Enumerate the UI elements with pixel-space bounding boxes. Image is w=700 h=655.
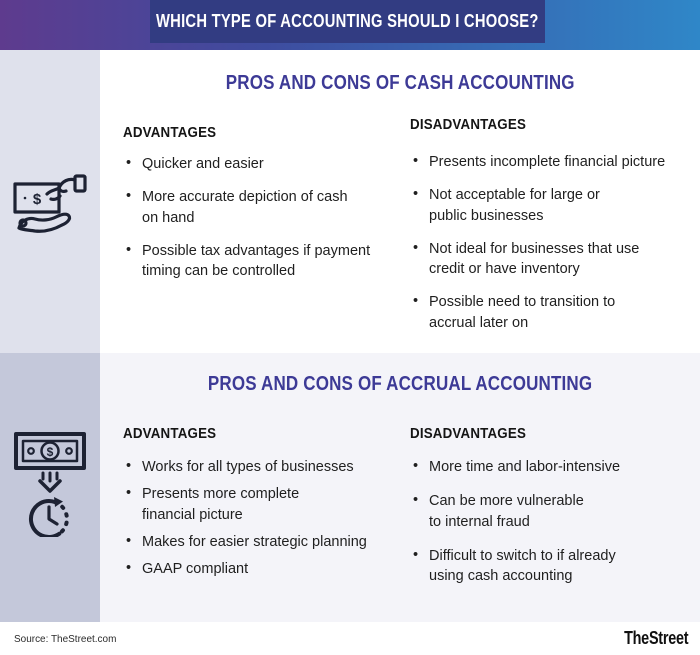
list-item: Quicker and easier xyxy=(123,153,393,174)
list-item: Possible tax advantages if payment timin… xyxy=(123,240,393,282)
accrual-content: PROS AND CONS OF ACCRUAL ACCOUNTING ADVA… xyxy=(100,353,700,622)
list-item: Works for all types of businesses xyxy=(123,456,393,477)
list-item: More time and labor-intensive xyxy=(410,456,684,477)
disadvantages-heading: DISADVANTAGES xyxy=(410,426,527,442)
accrual-disadvantages-column: DISADVANTAGES More time and labor-intens… xyxy=(393,396,684,600)
list-item: Presents more complete financial picture xyxy=(123,483,393,525)
section-accrual-accounting: $ PROS AND CONS OF ACCRUAL ACCOUNTING xyxy=(0,353,700,622)
header-bar: WHICH TYPE OF ACCOUNTING SHOULD I CHOOSE… xyxy=(0,0,700,50)
thestreet-logo: TheStreet xyxy=(623,628,689,648)
advantages-heading: ADVANTAGES xyxy=(123,125,217,141)
accrual-disadvantages-list: More time and labor-intensive Can be mor… xyxy=(410,456,684,587)
footer: Source: TheStreet.com TheStreet xyxy=(0,622,700,655)
section-cash-accounting: $ PROS AND CONS OF CASH ACCOUNTING ADVAN… xyxy=(0,50,700,353)
list-item: Not acceptable for large or public busin… xyxy=(410,184,684,226)
title-box: WHICH TYPE OF ACCOUNTING SHOULD I CHOOSE… xyxy=(150,0,545,43)
list-item: Possible need to transition to accrual l… xyxy=(410,291,684,333)
list-item: Difficult to switch to if already using … xyxy=(410,545,684,587)
page-title: WHICH TYPE OF ACCOUNTING SHOULD I CHOOSE… xyxy=(156,11,539,31)
list-item: Makes for easier strategic planning xyxy=(123,531,393,552)
disadvantages-heading: DISADVANTAGES xyxy=(410,117,527,133)
svg-text:$: $ xyxy=(33,191,42,208)
list-item: Presents incomplete financial picture xyxy=(410,151,684,172)
cash-section-title: PROS AND CONS OF CASH ACCOUNTING xyxy=(225,72,575,94)
cash-disadvantages-list: Presents incomplete financial picture No… xyxy=(410,151,684,333)
cash-sidebar: $ xyxy=(0,50,100,353)
money-to-clock-icon: $ xyxy=(13,431,87,622)
advantages-heading: ADVANTAGES xyxy=(123,426,217,442)
list-item: Can be more vulnerable to internal fraud xyxy=(410,490,684,532)
list-item: Not ideal for businesses that use credit… xyxy=(410,238,684,280)
svg-text:$: $ xyxy=(47,445,54,459)
cash-disadvantages-column: DISADVANTAGES Presents incomplete financ… xyxy=(393,95,684,346)
accrual-section-title: PROS AND CONS OF ACCRUAL ACCOUNTING xyxy=(207,373,593,395)
cash-in-hand-icon: $ xyxy=(11,172,89,353)
accrual-sidebar: $ xyxy=(0,353,100,622)
cash-content: PROS AND CONS OF CASH ACCOUNTING ADVANTA… xyxy=(100,50,700,353)
cash-advantages-list: Quicker and easier More accurate depicti… xyxy=(123,153,393,282)
accrual-advantages-list: Works for all types of businesses Presen… xyxy=(123,456,393,579)
list-item: More accurate depiction of cash on hand xyxy=(123,186,393,228)
accrual-advantages-column: ADVANTAGES Works for all types of busine… xyxy=(123,396,393,600)
cash-advantages-column: ADVANTAGES Quicker and easier More accur… xyxy=(123,95,393,346)
list-item: GAAP compliant xyxy=(123,558,393,579)
source-credit: Source: TheStreet.com xyxy=(14,632,117,645)
